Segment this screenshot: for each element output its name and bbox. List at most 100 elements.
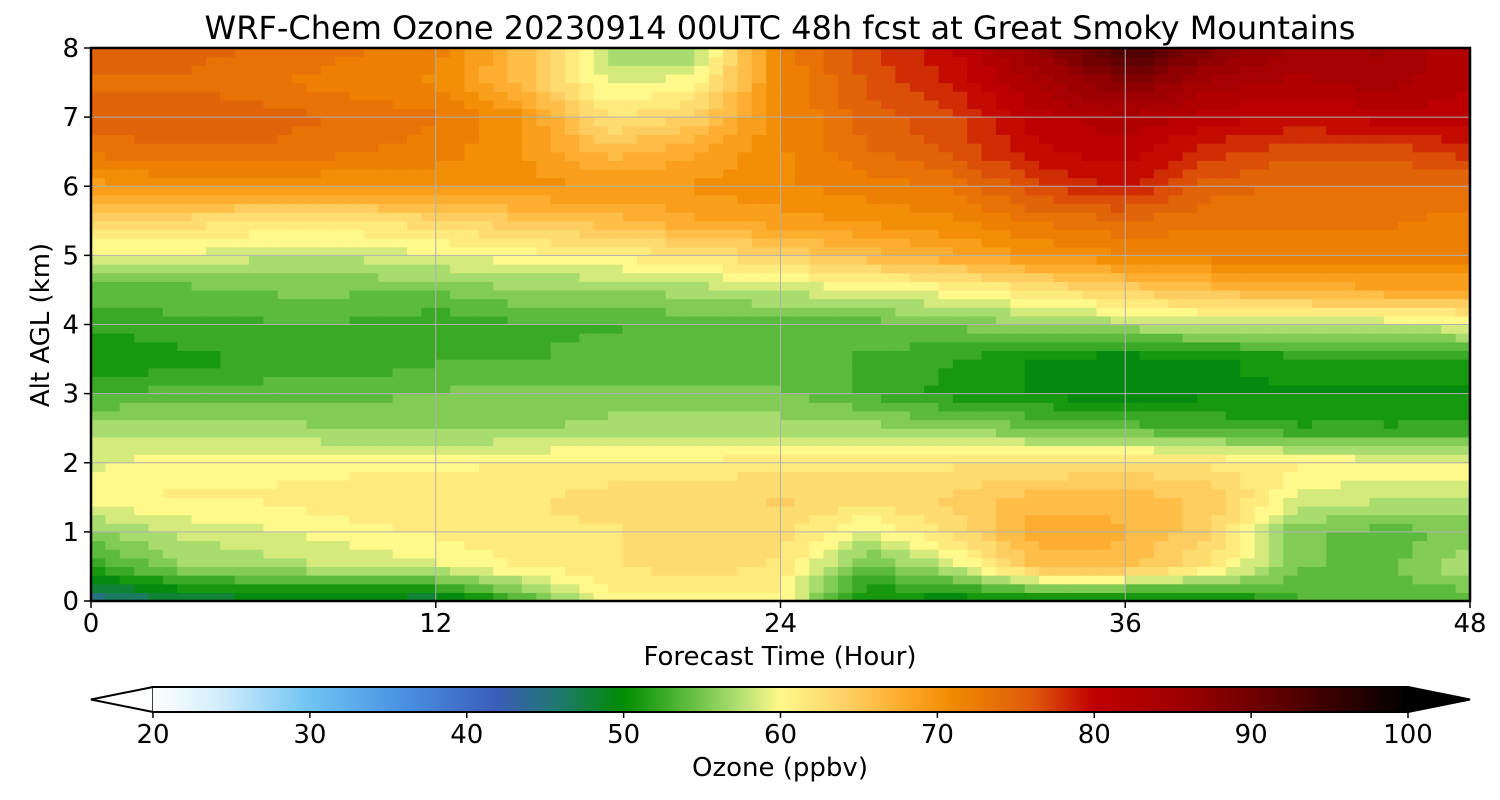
ozone-cell [1096,220,1112,231]
ozone-cell [392,592,408,601]
ozone-cell [1283,454,1299,464]
ozone-cell [995,255,1011,265]
ozone-cell [407,341,422,352]
ozone-cell [263,410,279,421]
ozone-cell [751,592,767,601]
ozone-cell [694,324,710,334]
ozone-cell [909,186,925,196]
ozone-cell [694,168,710,179]
ozone-cell [651,307,667,317]
ozone-cell [1441,505,1457,516]
ozone-cell [1153,264,1169,274]
ozone-cell [938,471,954,481]
ozone-cell [1441,523,1457,533]
ozone-cell [837,462,853,472]
ozone-cell [249,583,264,593]
ozone-cell [1139,264,1155,274]
ozone-cell [1412,583,1428,593]
ozone-cell [1383,160,1399,170]
ozone-cell [421,298,437,308]
ozone-cell [134,350,150,360]
ozone-cell [881,160,897,170]
ozone-cell [1398,281,1414,291]
ozone-cell [679,264,695,274]
ozone-cell [507,583,523,593]
ozone-cell [177,333,193,343]
ozone-cell [220,255,236,265]
ozone-cell [665,229,681,239]
ozone-cell [91,488,106,498]
ozone-cell [593,160,609,170]
ozone-cell [766,384,782,395]
ozone-cell [794,575,810,585]
ozone-cell [277,359,293,369]
ozone-cell [852,307,868,317]
ozone-cell [852,238,868,248]
ozone-cell [1197,505,1213,516]
ozone-cell [852,523,868,533]
ozone-cell [593,393,609,403]
ozone-cell [708,410,724,421]
ozone-cell [636,566,652,576]
ozone-cell [866,436,882,447]
ozone-cell [148,566,164,576]
ozone-cell [1153,514,1169,524]
ozone-cell [392,540,408,550]
ozone-cell [952,384,968,395]
ozone-cell [737,376,753,386]
ozone-cell [1153,315,1169,326]
ozone-cell [1268,194,1284,205]
ozone-cell [1426,445,1442,455]
ozone-cell [679,212,695,222]
ozone-cell [421,376,437,386]
ozone-cell [1211,436,1227,447]
ozone-cell [1182,531,1198,542]
ozone-cell [1426,350,1442,360]
ozone-cell [1240,566,1256,576]
ozone-cell [837,592,853,601]
ozone-cell [895,289,911,300]
ozone-cell [679,298,695,308]
ozone-cell [1139,281,1155,291]
ozone-cell [866,177,882,187]
ozone-cell [881,281,897,291]
ozone-cell [909,333,925,343]
ozone-cell [1240,194,1256,205]
ozone-cell [852,333,868,343]
ozone-cell [1355,186,1371,196]
ozone-cell [636,315,652,326]
ozone-cell [521,151,537,161]
ozone-cell [335,350,351,360]
ozone-cell [1096,549,1112,559]
ozone-cell [1125,402,1141,412]
ozone-cell [723,462,738,472]
ozone-cell [1125,272,1141,282]
ozone-cell [1053,289,1069,300]
ozone-cell [234,549,250,559]
ozone-cell [766,367,782,377]
ozone-cell [91,298,106,308]
ozone-cell [249,307,264,317]
ozone-cell [809,359,825,369]
ozone-cell [507,229,523,239]
ozone-cell [1168,333,1184,343]
ozone-cell [1455,333,1470,343]
ozone-cell [119,143,135,153]
ozone-cell [593,419,609,429]
ozone-cell [1383,514,1399,524]
ozone-cell [593,359,609,369]
ozone-cell [1311,514,1327,524]
ozone-cell [1039,497,1055,507]
ozone-cell [622,255,638,265]
ozone-cell [177,168,193,179]
ozone-cell [995,523,1011,533]
ozone-cell [363,177,379,187]
ozone-cell [909,272,925,282]
ozone-cell [507,540,523,550]
ozone-cell [1355,341,1371,352]
ozone-cell [1225,376,1241,386]
ozone-cell [1311,523,1327,533]
ozone-cell [162,160,178,170]
ozone-cell [1125,151,1141,161]
ozone-cell [981,289,997,300]
